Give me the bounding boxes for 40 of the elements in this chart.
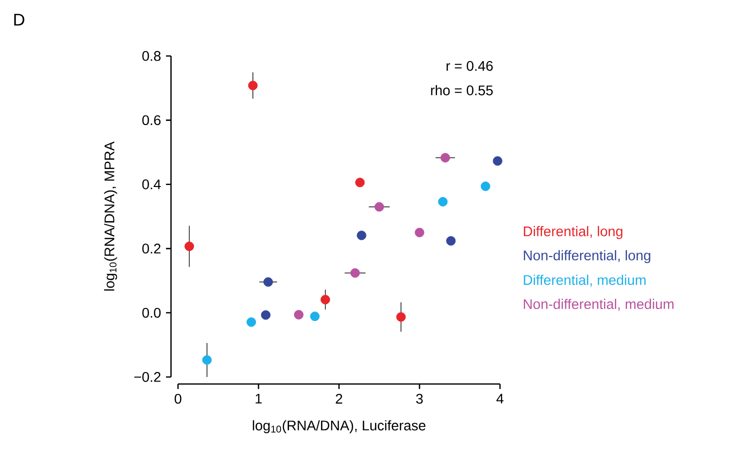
point (350, 268, 360, 278)
text: Non-differential, medium (524, 298, 674, 311)
point (356, 230, 366, 240)
point (320, 294, 330, 304)
point (294, 310, 304, 320)
point (446, 236, 456, 246)
annotation: rho = 0.55 (431, 85, 493, 96)
point (184, 242, 194, 252)
text: Differential, medium (524, 274, 646, 287)
point (248, 80, 258, 90)
point (438, 196, 448, 206)
text: D (14, 14, 24, 26)
point (374, 202, 384, 212)
point (263, 277, 273, 287)
x-tick-label: 2 (336, 394, 342, 404)
x-tick-label: 3 (416, 394, 423, 404)
y-axis-title: log$_{10}$(RNA/DNA), MPRA (104, 141, 118, 291)
text: Differential, long (524, 226, 622, 240)
point (492, 156, 502, 166)
y-tick-label: 0.4 (142, 179, 161, 190)
y-tick-label: 0.8 (142, 51, 161, 61)
point (480, 182, 490, 192)
point (202, 355, 212, 365)
point (414, 228, 424, 238)
point (246, 317, 256, 327)
x-tick-label: 0 (174, 394, 182, 404)
y-tick-label: −0.2 (134, 372, 160, 382)
annotation: r = 0.46 (446, 60, 493, 71)
y-tick-label: 0.6 (142, 115, 161, 126)
text: Non-differential, long (524, 250, 650, 264)
point (310, 312, 320, 322)
point (261, 310, 270, 320)
point (355, 178, 365, 188)
x-tick-label: 4 (496, 394, 504, 404)
x-axis-title: log$_{10}$(RNA/DNA), Luciferase (252, 420, 426, 434)
point (440, 152, 450, 162)
point (396, 312, 406, 322)
y-tick-label: 0.2 (142, 244, 160, 254)
y-tick-label: 0.0 (142, 308, 161, 318)
x-tick-label: 1 (256, 394, 262, 404)
